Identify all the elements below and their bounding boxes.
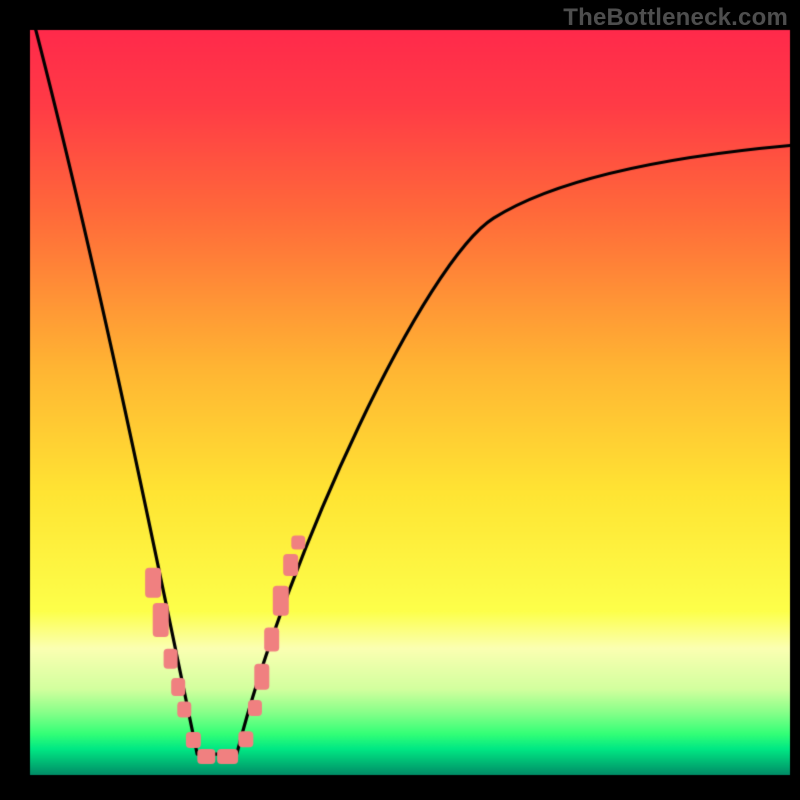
watermark-label: TheBottleneck.com — [563, 4, 788, 32]
curve-layer — [0, 0, 800, 800]
chart-stage: TheBottleneck.com — [0, 0, 800, 800]
